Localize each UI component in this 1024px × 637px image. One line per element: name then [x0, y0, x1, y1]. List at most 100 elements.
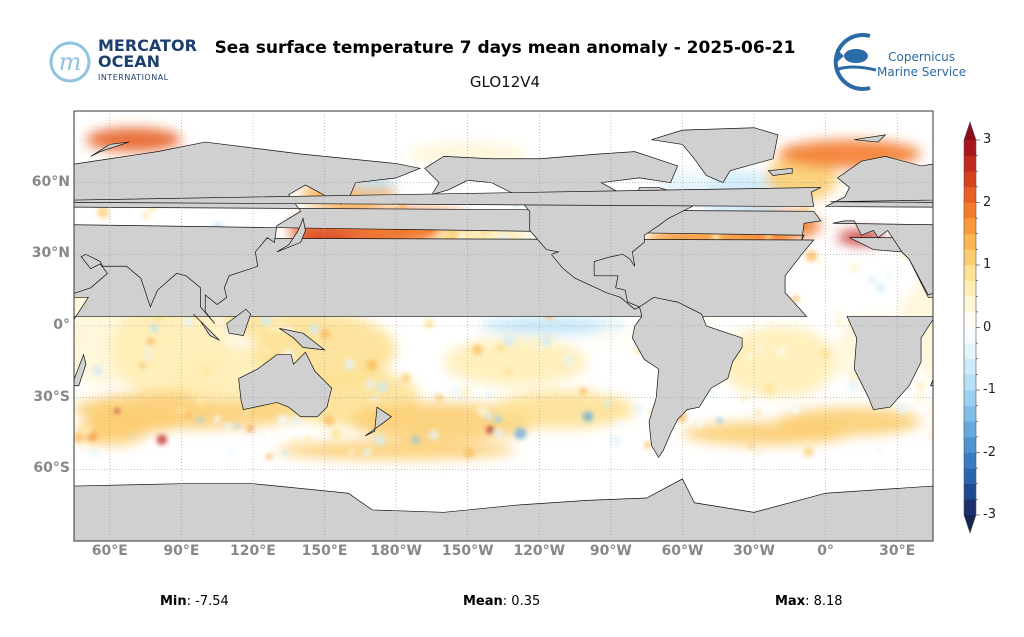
- colorbar-under-arrow: [964, 515, 976, 533]
- anomaly-eddy: [873, 444, 884, 455]
- anomaly-eddy: [578, 430, 583, 435]
- anomaly-eddy: [234, 423, 240, 429]
- logo-line2: Marine Service: [877, 65, 967, 79]
- land-eurasia: [825, 156, 933, 296]
- anomaly-eddy: [486, 425, 495, 434]
- anomaly-eddy: [747, 443, 753, 449]
- anomaly-patch: [969, 302, 1024, 398]
- anomaly-eddy: [263, 348, 268, 354]
- anomaly-eddy: [145, 346, 151, 352]
- anomaly-eddy: [435, 393, 444, 403]
- anomaly-eddy: [867, 274, 878, 285]
- anomaly-eddy: [644, 441, 651, 449]
- colorbar-bin: [964, 452, 976, 469]
- stat-min: Min: -7.54: [160, 594, 229, 609]
- lon-label: 90°E: [163, 543, 200, 559]
- anomaly-eddy: [74, 433, 83, 443]
- anomaly-eddy: [361, 448, 371, 457]
- anomaly-eddy: [319, 328, 330, 339]
- logo-line3: INTERNATIONAL: [98, 73, 169, 82]
- anomaly-eddy: [503, 335, 515, 347]
- anomaly-patch: [718, 326, 838, 398]
- anomaly-eddy: [907, 416, 912, 422]
- anomaly-patch: [0, 230, 26, 244]
- anomaly-eddy: [365, 379, 376, 389]
- anomaly-eddy: [195, 395, 205, 405]
- lon-label: 120°W: [513, 543, 566, 559]
- anomaly-eddy: [460, 387, 471, 398]
- anomaly-eddy: [709, 392, 716, 399]
- lat-label: 30°S: [33, 388, 70, 405]
- anomaly-eddy: [895, 402, 908, 414]
- colorbar-bin: [964, 343, 976, 360]
- anomaly-eddy: [695, 419, 704, 429]
- anomaly-patch: [491, 390, 635, 429]
- anomaly-eddy: [366, 359, 378, 371]
- graticule: [74, 111, 933, 541]
- anomaly-eddy: [755, 343, 767, 355]
- fish-icon: [833, 33, 877, 91]
- lat-label: 0°: [53, 317, 70, 333]
- anomaly-patch: [0, 407, 62, 436]
- anomaly-eddy: [243, 411, 248, 416]
- anomaly-eddy: [494, 428, 504, 438]
- lon-label: 90°W: [589, 543, 632, 559]
- lon-label: 60°W: [661, 543, 704, 559]
- anomaly-eddy: [582, 411, 594, 422]
- svg-text:m: m: [59, 48, 82, 76]
- colorbar-tick-label: 3: [983, 132, 992, 147]
- anomaly-eddy: [197, 416, 204, 423]
- anomaly-eddy: [281, 450, 289, 458]
- anomaly-eddy: [458, 396, 464, 401]
- land-iceland: [767, 167, 793, 176]
- land-sumatra: [193, 313, 220, 341]
- anomaly-eddy: [89, 449, 99, 458]
- anomaly-eddy: [452, 386, 461, 395]
- max-label: Max: [775, 594, 806, 609]
- colorbar-bin: [964, 311, 976, 328]
- logo-text: MERCATOR OCEAN: [98, 38, 197, 70]
- anomaly-eddy: [156, 434, 168, 446]
- logo-line1: MERCATOR: [98, 36, 197, 55]
- min-value: : -7.54: [186, 594, 229, 609]
- lat-label: 60°N: [31, 173, 70, 190]
- land-africa: [846, 237, 933, 410]
- lon-label: 30°W: [733, 543, 775, 559]
- land-madagascar: [74, 353, 87, 387]
- colorbar-bin: [964, 483, 976, 500]
- land-mask: [74, 127, 933, 541]
- anomaly-patch: [0, 140, 62, 169]
- lat-label: 30°N: [31, 245, 70, 262]
- land-uk: [74, 187, 822, 207]
- anomaly-eddy: [349, 448, 355, 454]
- colorbar-bin: [964, 468, 976, 485]
- copernicus-logo: Copernicus Marine Service: [830, 32, 990, 92]
- colorbar-tick-label: 0: [983, 319, 992, 335]
- anomaly-eddy: [253, 429, 259, 435]
- colorbar-bin: [964, 186, 976, 203]
- anomaly-eddy: [262, 436, 267, 441]
- colorbar-bin: [964, 140, 976, 156]
- anomaly-eddy: [494, 415, 503, 424]
- land-madagascar: [930, 378, 933, 387]
- colorbar-bin: [964, 249, 976, 266]
- colorbar-over-arrow: [964, 122, 976, 140]
- anomaly-eddy: [377, 381, 389, 393]
- logo-line2: OCEAN: [98, 52, 161, 71]
- anomaly-eddy: [146, 337, 155, 346]
- lon-label: 150°E: [301, 543, 348, 559]
- anomaly-eddy: [914, 392, 926, 405]
- anomaly-eddy: [746, 354, 753, 360]
- anomaly-eddy: [305, 436, 312, 443]
- anomaly-eddy: [424, 318, 435, 329]
- anomaly-eddy: [616, 419, 627, 430]
- anomaly-eddy: [374, 435, 385, 446]
- anomaly-eddy: [536, 345, 542, 351]
- anomaly-eddy: [718, 450, 729, 461]
- colorbar-tick-label: 2: [983, 194, 992, 210]
- colorbar-bin: [964, 327, 976, 344]
- anomaly-eddy: [186, 413, 191, 418]
- colorbar: [963, 121, 980, 534]
- copernicus-text: Copernicus Marine Service: [877, 50, 966, 80]
- land-greenland: [651, 127, 779, 184]
